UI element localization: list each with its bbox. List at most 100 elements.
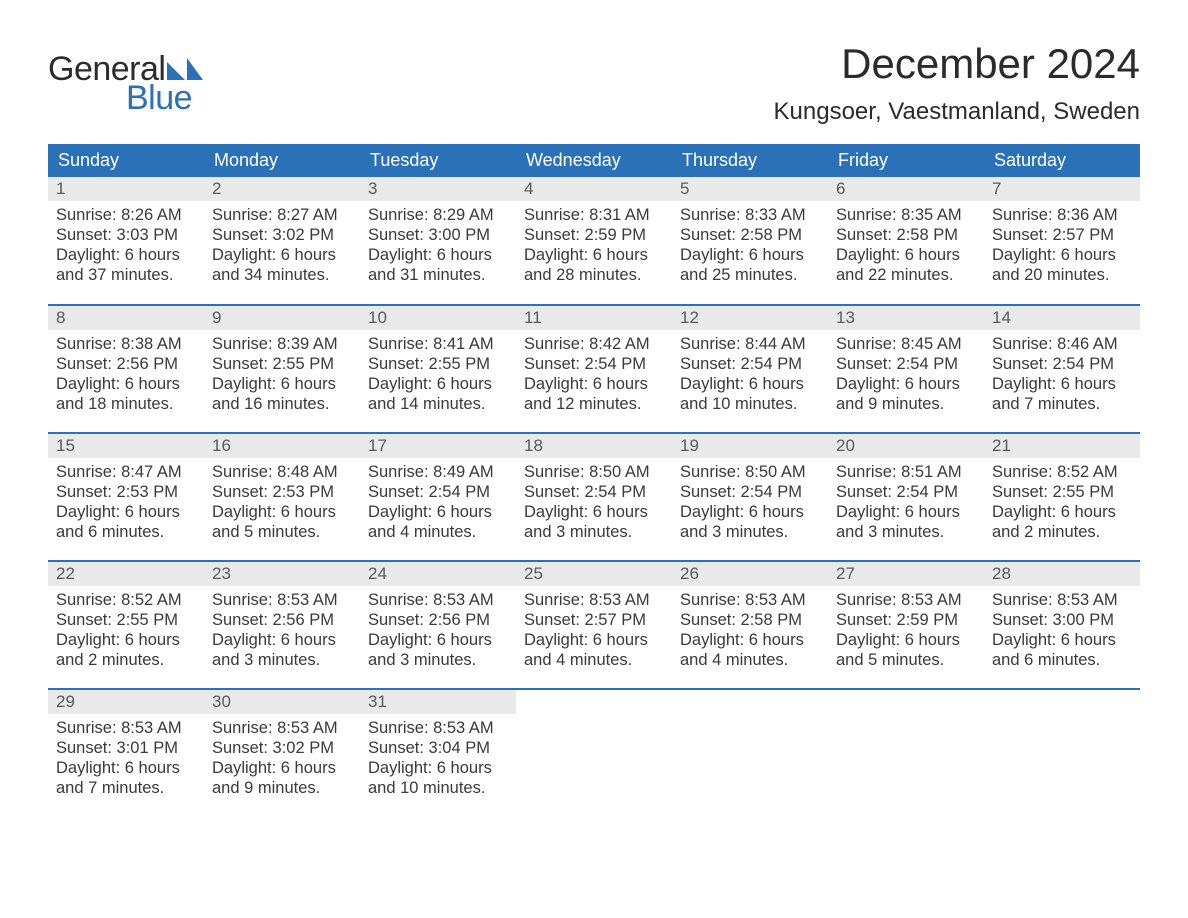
- day-d1: Daylight: 6 hours: [524, 502, 664, 522]
- day-d1: Daylight: 6 hours: [992, 245, 1132, 265]
- day-number: 21: [984, 434, 1140, 458]
- day-number: 8: [48, 306, 204, 330]
- day-number: 4: [516, 177, 672, 201]
- day-d1: Daylight: 6 hours: [368, 630, 508, 650]
- day-number: 18: [516, 434, 672, 458]
- day-body: Sunrise: 8:53 AMSunset: 3:00 PMDaylight:…: [984, 586, 1140, 679]
- day-number: 30: [204, 690, 360, 714]
- day-ss: Sunset: 2:59 PM: [836, 610, 976, 630]
- day-d2: and 3 minutes.: [680, 522, 820, 542]
- calendar-week: 8Sunrise: 8:38 AMSunset: 2:56 PMDaylight…: [48, 305, 1140, 433]
- calendar-day: 25Sunrise: 8:53 AMSunset: 2:57 PMDayligh…: [516, 561, 672, 689]
- col-thursday: Thursday: [672, 144, 828, 177]
- day-number: 2: [204, 177, 360, 201]
- day-sr: Sunrise: 8:48 AM: [212, 462, 352, 482]
- calendar-day: [828, 689, 984, 817]
- day-d2: and 10 minutes.: [368, 778, 508, 798]
- day-sr: Sunrise: 8:35 AM: [836, 205, 976, 225]
- day-sr: Sunrise: 8:44 AM: [680, 334, 820, 354]
- col-wednesday: Wednesday: [516, 144, 672, 177]
- day-ss: Sunset: 2:54 PM: [836, 354, 976, 374]
- day-sr: Sunrise: 8:36 AM: [992, 205, 1132, 225]
- calendar-week: 15Sunrise: 8:47 AMSunset: 2:53 PMDayligh…: [48, 433, 1140, 561]
- day-ss: Sunset: 3:03 PM: [56, 225, 196, 245]
- day-ss: Sunset: 2:54 PM: [524, 354, 664, 374]
- calendar-day: 13Sunrise: 8:45 AMSunset: 2:54 PMDayligh…: [828, 305, 984, 433]
- day-sr: Sunrise: 8:53 AM: [368, 590, 508, 610]
- day-sr: Sunrise: 8:49 AM: [368, 462, 508, 482]
- day-ss: Sunset: 2:55 PM: [992, 482, 1132, 502]
- calendar-day: 28Sunrise: 8:53 AMSunset: 3:00 PMDayligh…: [984, 561, 1140, 689]
- day-ss: Sunset: 3:02 PM: [212, 738, 352, 758]
- day-sr: Sunrise: 8:39 AM: [212, 334, 352, 354]
- day-sr: Sunrise: 8:51 AM: [836, 462, 976, 482]
- day-body: Sunrise: 8:36 AMSunset: 2:57 PMDaylight:…: [984, 201, 1140, 294]
- day-number: 10: [360, 306, 516, 330]
- day-body: Sunrise: 8:52 AMSunset: 2:55 PMDaylight:…: [48, 586, 204, 679]
- calendar-day: 21Sunrise: 8:52 AMSunset: 2:55 PMDayligh…: [984, 433, 1140, 561]
- day-number: 7: [984, 177, 1140, 201]
- day-body: Sunrise: 8:46 AMSunset: 2:54 PMDaylight:…: [984, 330, 1140, 423]
- day-d1: Daylight: 6 hours: [368, 374, 508, 394]
- day-number: 19: [672, 434, 828, 458]
- day-d1: Daylight: 6 hours: [992, 374, 1132, 394]
- day-d1: Daylight: 6 hours: [56, 630, 196, 650]
- day-body: Sunrise: 8:53 AMSunset: 2:56 PMDaylight:…: [360, 586, 516, 679]
- day-d1: Daylight: 6 hours: [680, 630, 820, 650]
- day-d1: Daylight: 6 hours: [680, 502, 820, 522]
- day-d1: Daylight: 6 hours: [212, 374, 352, 394]
- calendar-day: 9Sunrise: 8:39 AMSunset: 2:55 PMDaylight…: [204, 305, 360, 433]
- calendar-day: 23Sunrise: 8:53 AMSunset: 2:56 PMDayligh…: [204, 561, 360, 689]
- day-body: Sunrise: 8:51 AMSunset: 2:54 PMDaylight:…: [828, 458, 984, 551]
- day-body: Sunrise: 8:50 AMSunset: 2:54 PMDaylight:…: [672, 458, 828, 551]
- day-number: 6: [828, 177, 984, 201]
- calendar-day: [672, 689, 828, 817]
- calendar-day: 2Sunrise: 8:27 AMSunset: 3:02 PMDaylight…: [204, 177, 360, 305]
- day-sr: Sunrise: 8:27 AM: [212, 205, 352, 225]
- day-number: 12: [672, 306, 828, 330]
- day-number: 25: [516, 562, 672, 586]
- day-ss: Sunset: 2:59 PM: [524, 225, 664, 245]
- day-d2: and 20 minutes.: [992, 265, 1132, 285]
- calendar-day: 18Sunrise: 8:50 AMSunset: 2:54 PMDayligh…: [516, 433, 672, 561]
- calendar-day: 8Sunrise: 8:38 AMSunset: 2:56 PMDaylight…: [48, 305, 204, 433]
- calendar-day: 27Sunrise: 8:53 AMSunset: 2:59 PMDayligh…: [828, 561, 984, 689]
- calendar-day: 17Sunrise: 8:49 AMSunset: 2:54 PMDayligh…: [360, 433, 516, 561]
- col-monday: Monday: [204, 144, 360, 177]
- day-number: 13: [828, 306, 984, 330]
- day-ss: Sunset: 2:54 PM: [524, 482, 664, 502]
- calendar-day: 14Sunrise: 8:46 AMSunset: 2:54 PMDayligh…: [984, 305, 1140, 433]
- day-d2: and 3 minutes.: [368, 650, 508, 670]
- day-sr: Sunrise: 8:38 AM: [56, 334, 196, 354]
- day-body: Sunrise: 8:48 AMSunset: 2:53 PMDaylight:…: [204, 458, 360, 551]
- calendar-day: 29Sunrise: 8:53 AMSunset: 3:01 PMDayligh…: [48, 689, 204, 817]
- day-d2: and 14 minutes.: [368, 394, 508, 414]
- day-number: 26: [672, 562, 828, 586]
- day-ss: Sunset: 2:54 PM: [368, 482, 508, 502]
- day-d1: Daylight: 6 hours: [212, 630, 352, 650]
- day-d1: Daylight: 6 hours: [368, 758, 508, 778]
- day-body: Sunrise: 8:53 AMSunset: 2:56 PMDaylight:…: [204, 586, 360, 679]
- day-ss: Sunset: 2:53 PM: [56, 482, 196, 502]
- day-sr: Sunrise: 8:53 AM: [212, 718, 352, 738]
- day-number: 1: [48, 177, 204, 201]
- day-ss: Sunset: 2:55 PM: [56, 610, 196, 630]
- day-number: 23: [204, 562, 360, 586]
- calendar-day: 26Sunrise: 8:53 AMSunset: 2:58 PMDayligh…: [672, 561, 828, 689]
- day-d1: Daylight: 6 hours: [836, 374, 976, 394]
- day-ss: Sunset: 3:00 PM: [992, 610, 1132, 630]
- calendar-day: 19Sunrise: 8:50 AMSunset: 2:54 PMDayligh…: [672, 433, 828, 561]
- day-d2: and 5 minutes.: [212, 522, 352, 542]
- day-d2: and 4 minutes.: [680, 650, 820, 670]
- day-sr: Sunrise: 8:53 AM: [524, 590, 664, 610]
- day-d2: and 28 minutes.: [524, 265, 664, 285]
- calendar-day: 22Sunrise: 8:52 AMSunset: 2:55 PMDayligh…: [48, 561, 204, 689]
- col-saturday: Saturday: [984, 144, 1140, 177]
- day-body: Sunrise: 8:53 AMSunset: 3:04 PMDaylight:…: [360, 714, 516, 807]
- day-sr: Sunrise: 8:53 AM: [680, 590, 820, 610]
- day-number: 31: [360, 690, 516, 714]
- calendar-day: 4Sunrise: 8:31 AMSunset: 2:59 PMDaylight…: [516, 177, 672, 305]
- day-d2: and 4 minutes.: [368, 522, 508, 542]
- calendar-day: [516, 689, 672, 817]
- day-number: 3: [360, 177, 516, 201]
